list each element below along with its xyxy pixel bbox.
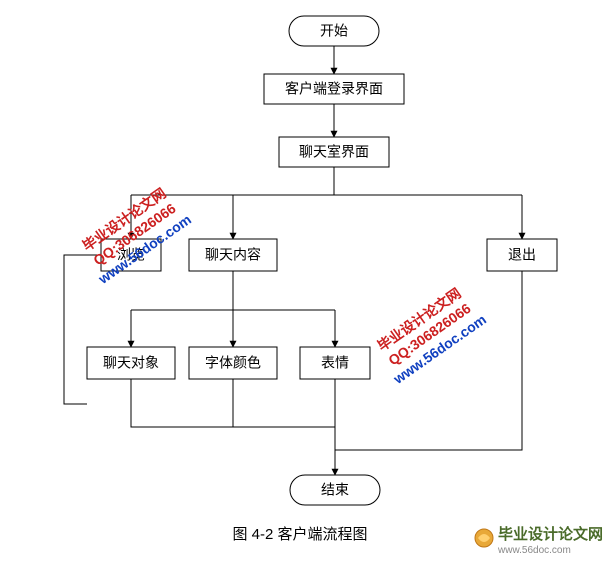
edge-browse-loop <box>64 255 101 404</box>
footer-logo: 毕业设计论文网 www.56doc.com <box>475 525 603 556</box>
node-end-label: 结束 <box>321 482 349 498</box>
node-chatroom: 聊天室界面 <box>279 137 389 167</box>
node-chatcontent-label: 聊天内容 <box>205 247 261 263</box>
node-emoji: 表情 <box>300 347 370 379</box>
node-start-label: 开始 <box>320 23 348 39</box>
node-fontcolor: 字体颜色 <box>189 347 277 379</box>
node-end: 结束 <box>290 475 380 505</box>
node-chatroom-label: 聊天室界面 <box>299 144 369 160</box>
node-chatcontent: 聊天内容 <box>189 239 277 271</box>
footer-logo-text: 毕业设计论文网 <box>498 525 603 543</box>
node-exit-label: 退出 <box>508 247 536 263</box>
figure-caption: 图 4-2 客户端流程图 <box>232 526 367 543</box>
footer-logo-subtext: www.56doc.com <box>497 545 571 556</box>
node-login: 客户端登录界面 <box>264 74 404 104</box>
node-login-label: 客户端登录界面 <box>285 81 383 97</box>
watermark-2: 毕业设计论文网 QQ:306826066 www.56doc.com <box>369 282 489 388</box>
node-chattarget-label: 聊天对象 <box>103 355 159 371</box>
node-start: 开始 <box>289 16 379 46</box>
node-exit: 退出 <box>487 239 557 271</box>
node-emoji-label: 表情 <box>321 355 349 371</box>
node-chattarget: 聊天对象 <box>87 347 175 379</box>
node-fontcolor-label: 字体颜色 <box>205 355 261 371</box>
